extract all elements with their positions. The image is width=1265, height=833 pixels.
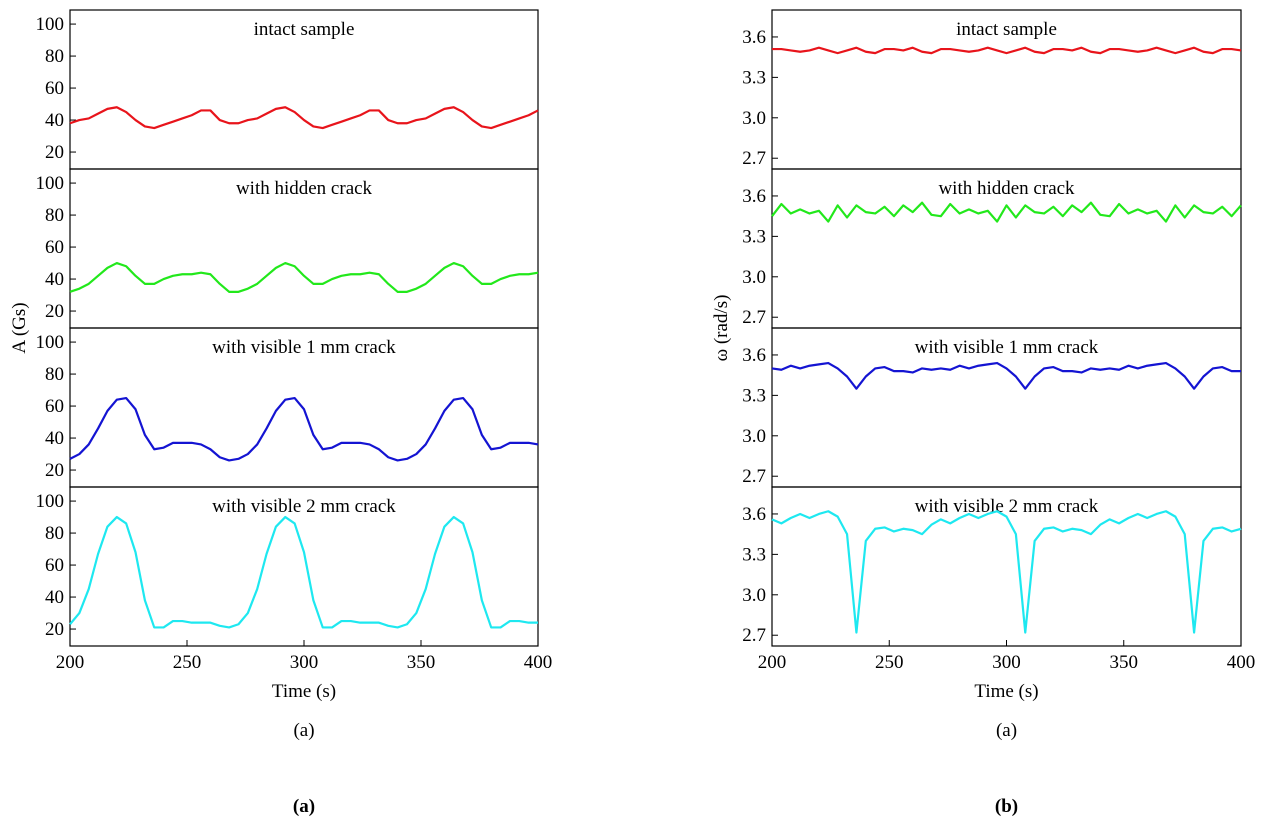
panel-label: with visible 1 mm crack <box>915 337 1099 358</box>
y-tick-label: 2.7 <box>742 625 766 646</box>
y-tick-label: 100 <box>36 14 65 35</box>
panel-label: with hidden crack <box>938 178 1075 199</box>
y-tick-label: 3.6 <box>742 504 766 525</box>
y-tick-label: 3.3 <box>742 544 766 565</box>
panel-label: intact sample <box>254 19 355 40</box>
y-tick-label: 3.6 <box>742 186 766 207</box>
panel-label: with hidden crack <box>236 178 373 199</box>
y-tick-label: 40 <box>45 428 64 449</box>
data-line <box>771 510 1242 634</box>
y-tick-label: 40 <box>45 587 64 608</box>
panel-label: with visible 1 mm crack <box>212 337 396 358</box>
y-axis-label: ω (rad/s) <box>711 295 732 362</box>
x-tick-label: 200 <box>56 652 85 673</box>
y-tick-label: 60 <box>45 78 64 99</box>
data-line <box>771 201 1242 223</box>
x-tick-label: 300 <box>992 652 1021 673</box>
x-tick-label: 300 <box>290 652 319 673</box>
y-tick-label: 3.0 <box>742 585 766 606</box>
y-tick-label: 3.0 <box>742 267 766 288</box>
y-tick-label: 3.3 <box>742 67 766 88</box>
x-axis-label: Time (s) <box>974 681 1038 702</box>
figure-label: (a) <box>293 796 315 817</box>
y-tick-label: 100 <box>36 332 65 353</box>
x-tick-label: 350 <box>407 652 436 673</box>
y-tick-label: 80 <box>45 46 64 67</box>
x-tick-label: 400 <box>524 652 553 673</box>
y-tick-label: 60 <box>45 396 64 417</box>
y-tick-label: 80 <box>45 523 64 544</box>
y-tick-label: 2.7 <box>742 466 766 487</box>
y-tick-label: 60 <box>45 237 64 258</box>
y-tick-label: 3.3 <box>742 226 766 247</box>
data-line <box>69 396 539 462</box>
y-tick-label: 20 <box>45 142 64 163</box>
x-tick-label: 250 <box>875 652 904 673</box>
y-tick-label: 40 <box>45 110 64 131</box>
figure-label: (b) <box>995 796 1018 817</box>
y-tick-label: 40 <box>45 269 64 290</box>
panel-label: with visible 2 mm crack <box>915 496 1099 517</box>
data-line <box>69 261 539 293</box>
x-tick-label: 250 <box>173 652 202 673</box>
y-axis-label: A (Gs) <box>9 302 30 353</box>
y-tick-label: 3.0 <box>742 426 766 447</box>
y-tick-label: 2.7 <box>742 307 766 328</box>
data-line <box>69 106 539 130</box>
y-tick-label: 3.6 <box>742 345 766 366</box>
x-tick-label: 400 <box>1227 652 1256 673</box>
x-axis-label: Time (s) <box>272 681 336 702</box>
y-tick-label: 80 <box>45 364 64 385</box>
y-tick-label: 3.6 <box>742 27 766 48</box>
y-tick-label: 60 <box>45 555 64 576</box>
x-tick-label: 200 <box>758 652 787 673</box>
data-line <box>69 515 538 629</box>
data-line <box>771 361 1241 390</box>
y-tick-label: 3.3 <box>742 385 766 406</box>
data-line <box>772 46 1242 55</box>
y-tick-label: 2.7 <box>742 148 766 169</box>
y-tick-label: 20 <box>45 619 64 640</box>
y-tick-label: 20 <box>45 460 64 481</box>
caption: (a) <box>293 720 314 741</box>
y-tick-label: 100 <box>36 173 65 194</box>
y-tick-label: 3.0 <box>742 108 766 129</box>
panel-label: with visible 2 mm crack <box>212 496 396 517</box>
panel-label: intact sample <box>956 19 1057 40</box>
x-tick-label: 350 <box>1110 652 1139 673</box>
y-tick-label: 80 <box>45 205 64 226</box>
y-tick-label: 100 <box>36 491 65 512</box>
caption: (a) <box>996 720 1017 741</box>
y-tick-label: 20 <box>45 301 64 322</box>
